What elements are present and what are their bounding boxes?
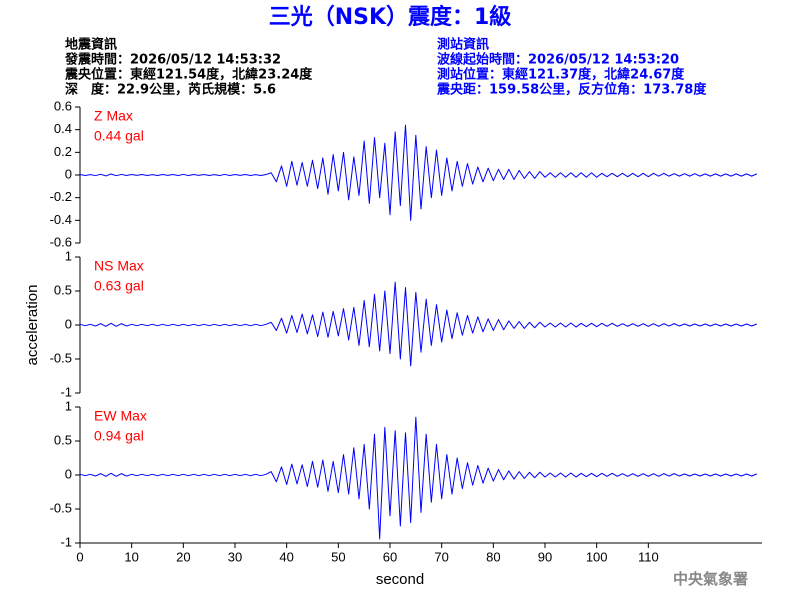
panel-label: EW Max: [94, 408, 147, 424]
x-tick-label: 60: [383, 549, 397, 564]
x-tick-label: 80: [486, 549, 500, 564]
waveform: [79, 281, 758, 367]
y-tick-label: -1: [60, 384, 72, 399]
y-tick-label: 0.4: [54, 121, 72, 136]
y-tick-label: 0: [65, 466, 72, 481]
x-tick-label: 30: [228, 549, 242, 564]
y-tick-label: -0.4: [50, 212, 72, 227]
panel-max: 0.94 gal: [94, 428, 144, 444]
x-tick-label: 40: [279, 549, 293, 564]
footer: 中央氣象署: [673, 570, 748, 588]
y-tick-label: 0.5: [54, 282, 72, 297]
chart-title: 三光（NSK）震度：1級: [269, 4, 512, 30]
y-tick-label: -0.5: [50, 500, 72, 515]
y-tick-label: 0.2: [54, 144, 72, 159]
y-tick-label: 0: [65, 316, 72, 331]
panel-max: 0.63 gal: [94, 278, 144, 294]
x-tick-label: 90: [538, 549, 552, 564]
y-tick-label: 0.6: [54, 98, 72, 113]
y-tick-label: 1: [65, 248, 72, 263]
y-tick-label: -0.5: [50, 350, 72, 365]
y-tick-label: 1: [65, 398, 72, 413]
quake-info: 深 度：22.9公里，芮氏規模：5.6: [65, 82, 276, 98]
quake-info: 地震資訊: [65, 37, 117, 53]
panel-max: 0.44 gal: [94, 128, 144, 144]
x-tick-label: 10: [124, 549, 138, 564]
quake-info: 發震時間：2026/05/12 14:53:32: [64, 52, 281, 68]
y-tick-label: -0.2: [50, 189, 72, 204]
waveform: [79, 124, 758, 221]
y-tick-label: 0.5: [54, 432, 72, 447]
panel-label: Z Max: [94, 108, 133, 124]
x-tick-label: 70: [434, 549, 448, 564]
y-axis-label: acceleration: [24, 285, 41, 366]
station-info: 測站位置：東經121.37度，北緯24.67度: [437, 67, 685, 83]
x-axis-label: second: [376, 571, 424, 588]
x-tick-label: 50: [331, 549, 345, 564]
station-info: 震央距：159.58公里，反方位角：173.78度: [436, 82, 707, 98]
y-tick-label: -0.6: [50, 234, 72, 249]
panel-label: NS Max: [94, 258, 144, 274]
y-tick-label: 0: [65, 166, 72, 181]
y-tick-label: -1: [60, 534, 72, 549]
x-tick-label: 110: [638, 549, 659, 564]
station-info: 波線起始時間：2026/05/12 14:53:20: [437, 52, 679, 68]
quake-info: 震央位置：東經121.54度，北緯23.24度: [64, 67, 313, 83]
x-tick-label: 100: [586, 549, 608, 564]
waveform: [79, 416, 758, 540]
x-tick-label: 0: [76, 549, 83, 564]
station-info: 測站資訊: [437, 37, 489, 53]
x-tick-label: 20: [176, 549, 190, 564]
